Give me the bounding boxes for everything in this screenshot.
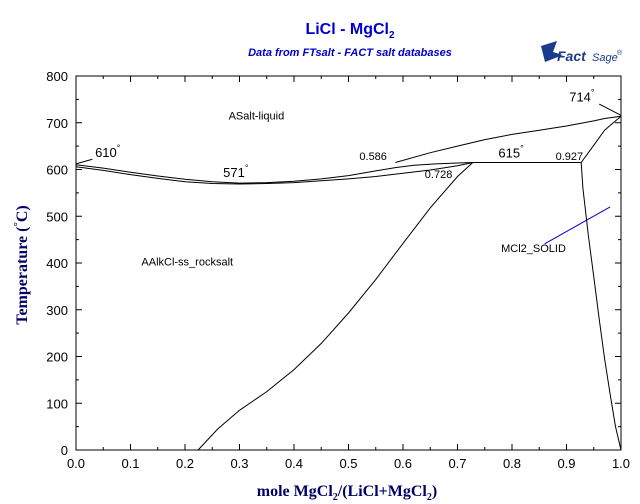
phase-mgcl2-solid: MCl2_SOLID: [501, 243, 566, 255]
chart-title-subscript: 2: [389, 30, 395, 41]
curve-mgcl2-liquidus-lower: [580, 115, 622, 163]
x-tick-label: 0.4: [285, 456, 303, 471]
ann-586: 0.586: [359, 151, 387, 163]
x-tick-label: 0.2: [176, 456, 194, 471]
ann-610-leader: [75, 158, 93, 165]
x-tick-label: 0.6: [394, 456, 412, 471]
ann-610: 610°: [95, 143, 121, 160]
curve-liquidus-mgcl2: [395, 115, 622, 163]
y-tick-label: 300: [46, 303, 68, 318]
x-tick-label: 0.0: [67, 456, 85, 471]
y-tick-label: 700: [46, 116, 68, 131]
logo-text-main: Fact: [557, 48, 587, 64]
x-tick-label: 0.7: [448, 456, 466, 471]
phase-mgcl2-solid-leader: [544, 206, 611, 245]
x-tick-label: 0.9: [557, 456, 575, 471]
y-axis-label: Temperature (°C): [12, 205, 31, 325]
x-tick-label: 1.0: [612, 456, 630, 471]
x-axis: 0.0 0.1 0.2 0.3 0.4 0.5 0.6 0.7 0.8 0.9 1.0: [67, 76, 630, 471]
ann-571: 571°: [223, 163, 249, 180]
curve-solvus-mgcl2: [580, 162, 622, 451]
phase-labels: ASalt-liquid AAlkCl-ss_rocksalt MCl2_SOLID: [141, 110, 611, 268]
y-axis: 0 100 200 300 400 500 600 700 800: [46, 69, 621, 458]
logo-text-sub: Sage: [592, 52, 618, 64]
y-tick-label: 500: [46, 209, 68, 224]
chart-subtitle: Data from FTsalt - FACT salt databases: [248, 47, 452, 59]
ann-714-leader: [598, 103, 622, 116]
curve-liquidus-licl: [75, 162, 473, 184]
ann-615: 615°: [498, 143, 524, 160]
x-axis-label: mole MgCl2/(LiCl+MgCl2): [257, 483, 437, 503]
y-tick-label: 800: [46, 69, 68, 84]
logo-registered-mark: ®: [617, 49, 623, 57]
x-tick-label: 0.8: [503, 456, 521, 471]
logo-emblem-icon: [541, 41, 563, 62]
ann-927: 0.927: [556, 151, 584, 163]
curve-solidus-licl: [75, 162, 473, 185]
x-tick-label: 0.3: [230, 456, 248, 471]
phase-rocksalt: AAlkCl-ss_rocksalt: [141, 256, 233, 268]
factsage-logo: Fact Sage ®: [541, 41, 623, 64]
x-tick-label: 0.5: [339, 456, 357, 471]
y-tick-label: 400: [46, 256, 68, 271]
y-tick-label: 100: [46, 396, 68, 411]
phase-boundaries: [75, 115, 622, 451]
y-tick-label: 200: [46, 350, 68, 365]
y-tick-label: 600: [46, 163, 68, 178]
y-tick-label: 0: [61, 443, 68, 458]
chart-title: LiCl - MgCl2: [305, 21, 395, 41]
phase-liquid: ASalt-liquid: [229, 110, 285, 122]
annotations: 610° 571° 0.586 615° 0.927 0.728 714°: [75, 88, 622, 181]
x-tick-label: 0.1: [121, 456, 139, 471]
ann-728: 0.728: [425, 169, 453, 181]
ann-714: 714°: [569, 88, 595, 105]
curve-solvus-licl: [197, 162, 474, 451]
